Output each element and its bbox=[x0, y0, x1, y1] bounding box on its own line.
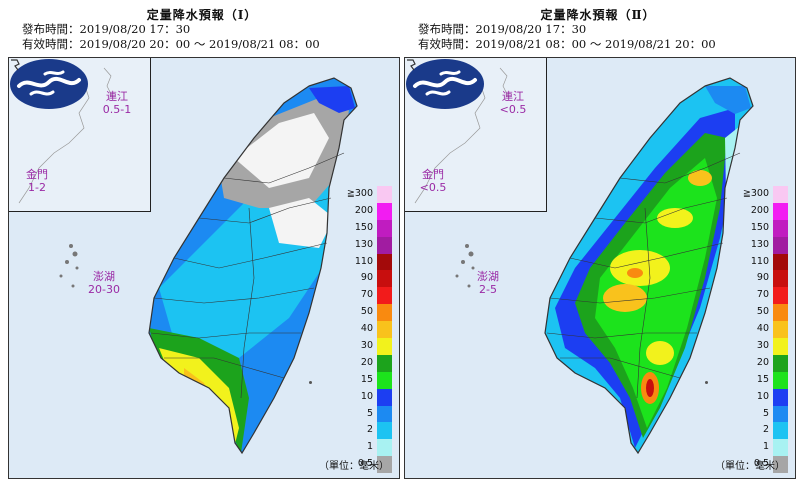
legend-item: 150 bbox=[335, 219, 393, 237]
island-dot bbox=[309, 381, 312, 384]
legend-item: 110 bbox=[731, 253, 789, 271]
penghu-islands-icon bbox=[455, 244, 475, 288]
legend-item: 15 bbox=[335, 371, 393, 389]
legend-item: 70 bbox=[731, 287, 789, 305]
island-label-penghu: 澎湖 2-5 bbox=[477, 270, 499, 296]
island-label-kinmen: 金門 1-2 bbox=[26, 168, 48, 194]
legend-item: ≧300 bbox=[335, 186, 393, 203]
island-hook-icon bbox=[11, 59, 20, 71]
legend-item: 50 bbox=[731, 304, 789, 322]
cwb-logo-icon bbox=[406, 59, 484, 109]
rainfall-map: 連江 0.5-1 金門 1-2 澎湖 20-30 ≧300 200 150 13… bbox=[8, 57, 400, 479]
legend-item: 70 bbox=[335, 287, 393, 305]
panel-title: 定量降水預報（Ⅱ） bbox=[540, 8, 656, 22]
legend-item: 30 bbox=[335, 338, 393, 355]
panel-title: 定量降水預報（Ⅰ） bbox=[146, 8, 258, 22]
legend-item: 90 bbox=[731, 270, 789, 288]
legend-item: 130 bbox=[335, 236, 393, 254]
legend-item: 10 bbox=[335, 388, 393, 406]
unit-label: （單位：毫米） bbox=[319, 461, 389, 472]
legend-item: 20 bbox=[731, 354, 789, 372]
legend-item: 2 bbox=[335, 422, 393, 440]
valid-time: 有效時間：2019/08/20 20：00 ～ 2019/08/21 08：00 bbox=[22, 37, 320, 51]
island-label-matsu: 連江 <0.5 bbox=[499, 90, 527, 116]
legend-item: 40 bbox=[335, 321, 393, 339]
legend-item: 20 bbox=[335, 354, 393, 372]
legend-item: 0.5 bbox=[731, 456, 789, 474]
valid-time: 有效時間：2019/08/21 08：00 ～ 2019/08/21 20：00 bbox=[418, 37, 716, 51]
rainfall-legend: ≧300 200 150 130 110 90 70 50 40 30 20 1… bbox=[731, 186, 789, 474]
legend-item: ≧300 bbox=[731, 186, 789, 203]
legend-item: 150 bbox=[731, 219, 789, 237]
legend-item: 15 bbox=[731, 371, 789, 389]
legend-item: 90 bbox=[335, 270, 393, 288]
legend-item: 200 bbox=[335, 202, 393, 220]
island-label-penghu: 澎湖 20-30 bbox=[88, 270, 120, 296]
forecast-panel-1: 定量降水預報（Ⅰ） 發布時間：2019/08/20 17：30 有效時間：201… bbox=[4, 0, 400, 487]
legend-item: 110 bbox=[335, 253, 393, 271]
legend-item: 5 bbox=[731, 405, 789, 423]
legend-item: 130 bbox=[731, 236, 789, 254]
legend-item: 5 bbox=[335, 405, 393, 423]
legend-item: 1 bbox=[731, 439, 789, 457]
unit-label: （單位：毫米） bbox=[715, 461, 785, 472]
legend-item: 30 bbox=[731, 338, 789, 355]
legend-item: 0.5 bbox=[335, 456, 393, 474]
rainfall-legend: ≧300 200 150 130 110 90 70 50 40 30 20 1… bbox=[335, 186, 393, 474]
issue-time: 發布時間：2019/08/20 17：30 bbox=[418, 22, 587, 36]
legend-item: 2 bbox=[731, 422, 789, 440]
island-label-matsu: 連江 0.5-1 bbox=[102, 90, 132, 116]
island-dot bbox=[705, 381, 708, 384]
penghu-islands-icon bbox=[59, 244, 79, 288]
island-hook-icon bbox=[407, 59, 416, 71]
legend-item: 50 bbox=[335, 304, 393, 322]
forecast-panel-2: 定量降水預報（Ⅱ） 發布時間：2019/08/20 17：30 有效時間：201… bbox=[400, 0, 796, 487]
rainfall-map: 連江 <0.5 金門 <0.5 澎湖 2-5 ≧300 200 150 130 … bbox=[404, 57, 796, 479]
island-label-kinmen: 金門 <0.5 bbox=[419, 168, 447, 194]
cwb-logo-icon bbox=[10, 59, 88, 109]
legend-item: 10 bbox=[731, 388, 789, 406]
legend-item: 1 bbox=[335, 439, 393, 457]
issue-time: 發布時間：2019/08/20 17：30 bbox=[22, 22, 191, 36]
legend-item: 200 bbox=[731, 202, 789, 220]
legend-item: 40 bbox=[731, 321, 789, 339]
